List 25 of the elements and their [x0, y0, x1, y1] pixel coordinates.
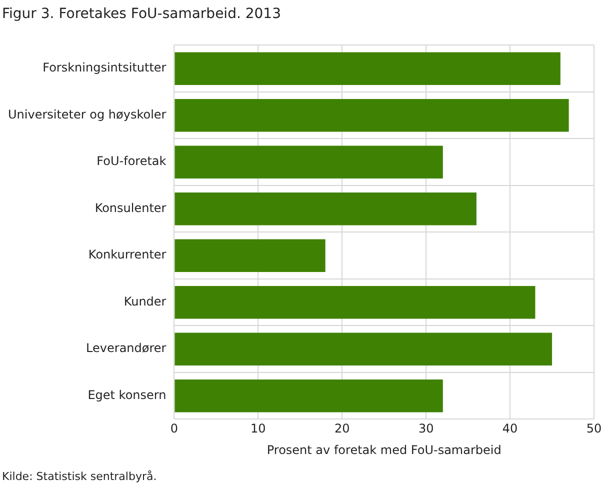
y-tick-label: Universiteter og høyskoler [8, 107, 166, 122]
x-tick-label: 40 [502, 422, 518, 436]
x-tick-label: 30 [418, 422, 434, 436]
bar [174, 192, 476, 226]
y-tick-label: Kunder [124, 294, 166, 308]
x-axis-title: Prosent av foretak med FoU-samarbeid [266, 442, 502, 457]
x-tick-label: 0 [170, 422, 178, 436]
bar [174, 379, 443, 412]
bar [174, 332, 552, 366]
bar [174, 239, 326, 272]
y-tick-label: Forskningsintsitutter [42, 60, 166, 75]
y-tick-label: Eget konsern [88, 388, 166, 402]
y-tick-label: FoU-foretak [96, 154, 166, 168]
x-tick-label: 50 [586, 422, 602, 436]
bar [174, 146, 443, 178]
bar [174, 98, 569, 132]
bar [174, 52, 560, 85]
y-tick-label: Konkurrenter [88, 248, 166, 262]
bar [174, 286, 536, 319]
chart-title: Figur 3. Foretakes FoU-samarbeid. 2013 [2, 6, 281, 22]
x-tick-label: 20 [334, 422, 350, 436]
text: Kilde: Statistisk sentralbyrå. [2, 470, 157, 483]
x-tick-label: 10 [250, 422, 266, 436]
y-tick-label: Konsulenter [94, 200, 166, 215]
y-tick-label: Leverandører [86, 341, 166, 356]
